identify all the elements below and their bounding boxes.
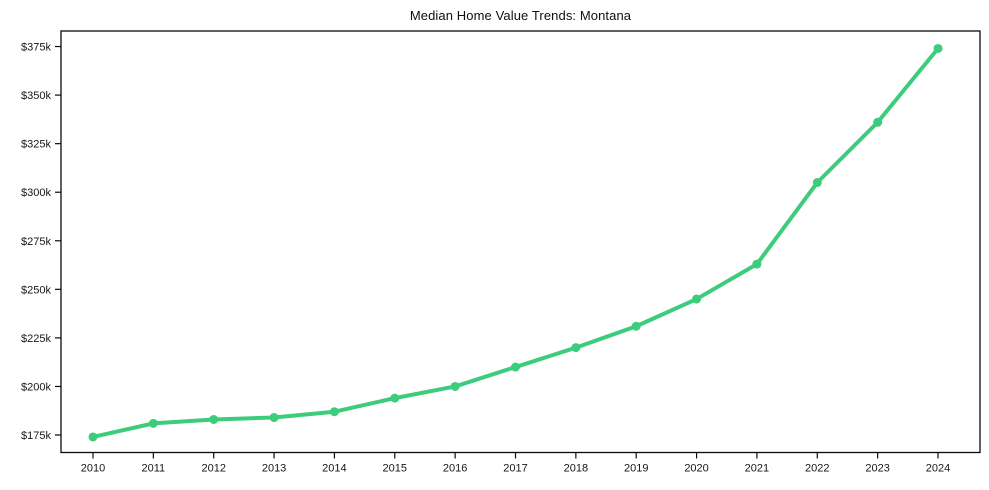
x-tick-label: 2024	[926, 463, 950, 475]
data-point-2011	[148, 418, 158, 428]
y-tick-label: $350k	[21, 90, 51, 102]
x-tick-label: 2016	[443, 463, 467, 475]
x-tick-label: 2015	[383, 463, 407, 475]
data-point-2014	[329, 407, 339, 417]
y-tick-label: $225k	[21, 333, 51, 345]
x-tick-label: 2012	[201, 463, 225, 475]
x-tick-label: 2017	[503, 463, 527, 475]
data-point-2022	[812, 178, 822, 188]
data-point-2010	[88, 432, 98, 442]
data-point-2016	[450, 381, 460, 391]
x-tick-label: 2020	[684, 463, 708, 475]
x-tick-label: 2019	[624, 463, 648, 475]
data-point-2012	[209, 414, 219, 424]
x-tick-label: 2018	[564, 463, 588, 475]
y-tick-label: $300k	[21, 187, 51, 199]
trend-line	[91, 46, 940, 439]
x-tick-label: 2023	[865, 463, 889, 475]
x-tick-label: 2021	[745, 463, 769, 475]
x-tick-label: 2011	[142, 463, 166, 475]
y-tick-label: $325k	[21, 139, 51, 151]
plot-frame	[60, 30, 981, 454]
chart-title: Median Home Value Trends: Montana	[409, 8, 632, 23]
x-tick-label: 2014	[322, 463, 346, 475]
x-tick-label: 2010	[81, 463, 105, 475]
y-tick-label: $200k	[21, 381, 51, 393]
data-point-2020	[692, 294, 702, 304]
y-tick-label: $175k	[21, 430, 51, 442]
data-point-2015	[390, 393, 400, 403]
data-point-2023	[873, 117, 883, 127]
x-tick-label: 2022	[805, 463, 829, 475]
data-point-2018	[571, 343, 581, 353]
data-point-2019	[631, 321, 641, 331]
y-tick-label: $275k	[21, 236, 51, 248]
data-point-2021	[752, 259, 762, 269]
x-tick-label: 2013	[262, 463, 286, 475]
y-tick-label: $250k	[21, 284, 51, 296]
data-point-2024	[933, 43, 943, 53]
y-tick-label: $375k	[21, 42, 51, 54]
data-point-2013	[269, 413, 279, 423]
data-point-2017	[510, 362, 520, 372]
